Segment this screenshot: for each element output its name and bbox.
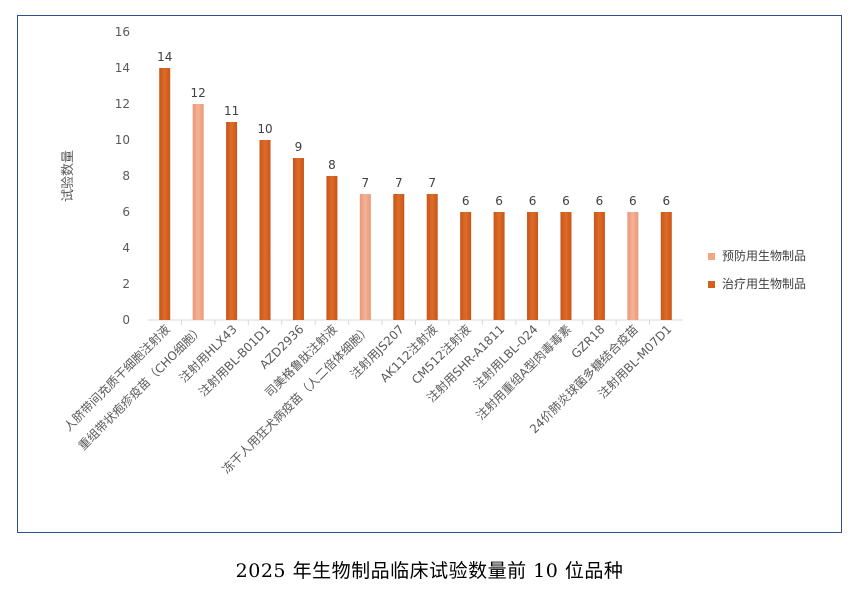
data-label: 10 — [257, 122, 272, 136]
bar-therapeutic — [660, 212, 672, 320]
x-tick-label: 注射用HLX43 — [176, 322, 240, 386]
bar-therapeutic — [493, 212, 505, 320]
data-label: 7 — [428, 176, 436, 190]
data-label: 7 — [395, 176, 403, 190]
bar-therapeutic — [292, 158, 304, 320]
legend-label: 预防用生物制品 — [722, 248, 806, 263]
y-tick-label: 10 — [115, 133, 130, 147]
data-label: 6 — [529, 194, 537, 208]
data-label: 8 — [328, 158, 336, 172]
bar-therapeutic — [226, 122, 238, 320]
bar-preventive — [359, 194, 371, 320]
legend-swatch — [708, 281, 715, 288]
data-label: 6 — [662, 194, 670, 208]
x-tick-label: AK112注射液 — [377, 322, 441, 386]
data-label: 6 — [462, 194, 470, 208]
y-axis: 0 2 4 6 8 10 12 14 16 — [115, 25, 683, 327]
y-tick-label: 0 — [122, 313, 130, 327]
legend-label: 治疗用生物制品 — [722, 277, 806, 291]
bars — [159, 68, 672, 320]
bar-therapeutic — [259, 140, 271, 320]
bar-therapeutic — [326, 176, 338, 320]
x-axis: 人脐带间充质干细胞注射液重组带状疱疹疫苗（CHO细胞）注射用HLX43注射用BL… — [60, 322, 674, 477]
data-label: 12 — [191, 86, 206, 100]
data-labels: 14 12 11 10 9 8 7 7 7 6 6 6 6 6 6 6 — [157, 50, 670, 208]
bar-chart: 0 2 4 6 8 10 12 14 16 14 12 11 10 9 8 7 7 7 6 6 6 6 6 6 6 人脐带间充… — [60, 25, 806, 477]
chart-frame: 0 2 4 6 8 10 12 14 16 14 12 11 10 9 8 7 7 7 6 6 6 6 6 6 6 人脐带间充… — [17, 15, 842, 533]
y-tick-label: 14 — [115, 61, 130, 75]
legend-swatch — [708, 253, 715, 260]
y-tick-label: 4 — [122, 241, 130, 255]
data-label: 9 — [295, 140, 303, 154]
y-tick-label: 16 — [115, 25, 130, 39]
y-axis-title: 试验数量 — [60, 150, 76, 202]
data-label: 6 — [495, 194, 503, 208]
bar-therapeutic — [426, 194, 438, 320]
data-label: 6 — [629, 194, 637, 208]
bar-therapeutic — [593, 212, 605, 320]
bar-therapeutic — [527, 212, 539, 320]
x-tick-label: 重组带状疱疹疫苗（CHO细胞） — [75, 322, 206, 453]
bar-therapeutic — [393, 194, 405, 320]
data-label: 14 — [157, 50, 172, 64]
data-label: 6 — [596, 194, 604, 208]
data-label: 6 — [562, 194, 570, 208]
chart-caption: 2025 年生物制品临床试验数量前 10 位品种 — [235, 560, 624, 582]
y-tick-label: 2 — [122, 277, 130, 291]
bar-preventive — [627, 212, 639, 320]
data-label: 7 — [362, 176, 370, 190]
bar-therapeutic — [460, 212, 472, 320]
y-tick-label: 6 — [122, 205, 130, 219]
y-tick-label: 8 — [122, 169, 130, 183]
bar-preventive — [192, 104, 204, 320]
bar-therapeutic — [159, 68, 171, 320]
data-label: 11 — [224, 104, 239, 118]
bar-therapeutic — [560, 212, 572, 320]
y-tick-label: 12 — [115, 97, 130, 111]
